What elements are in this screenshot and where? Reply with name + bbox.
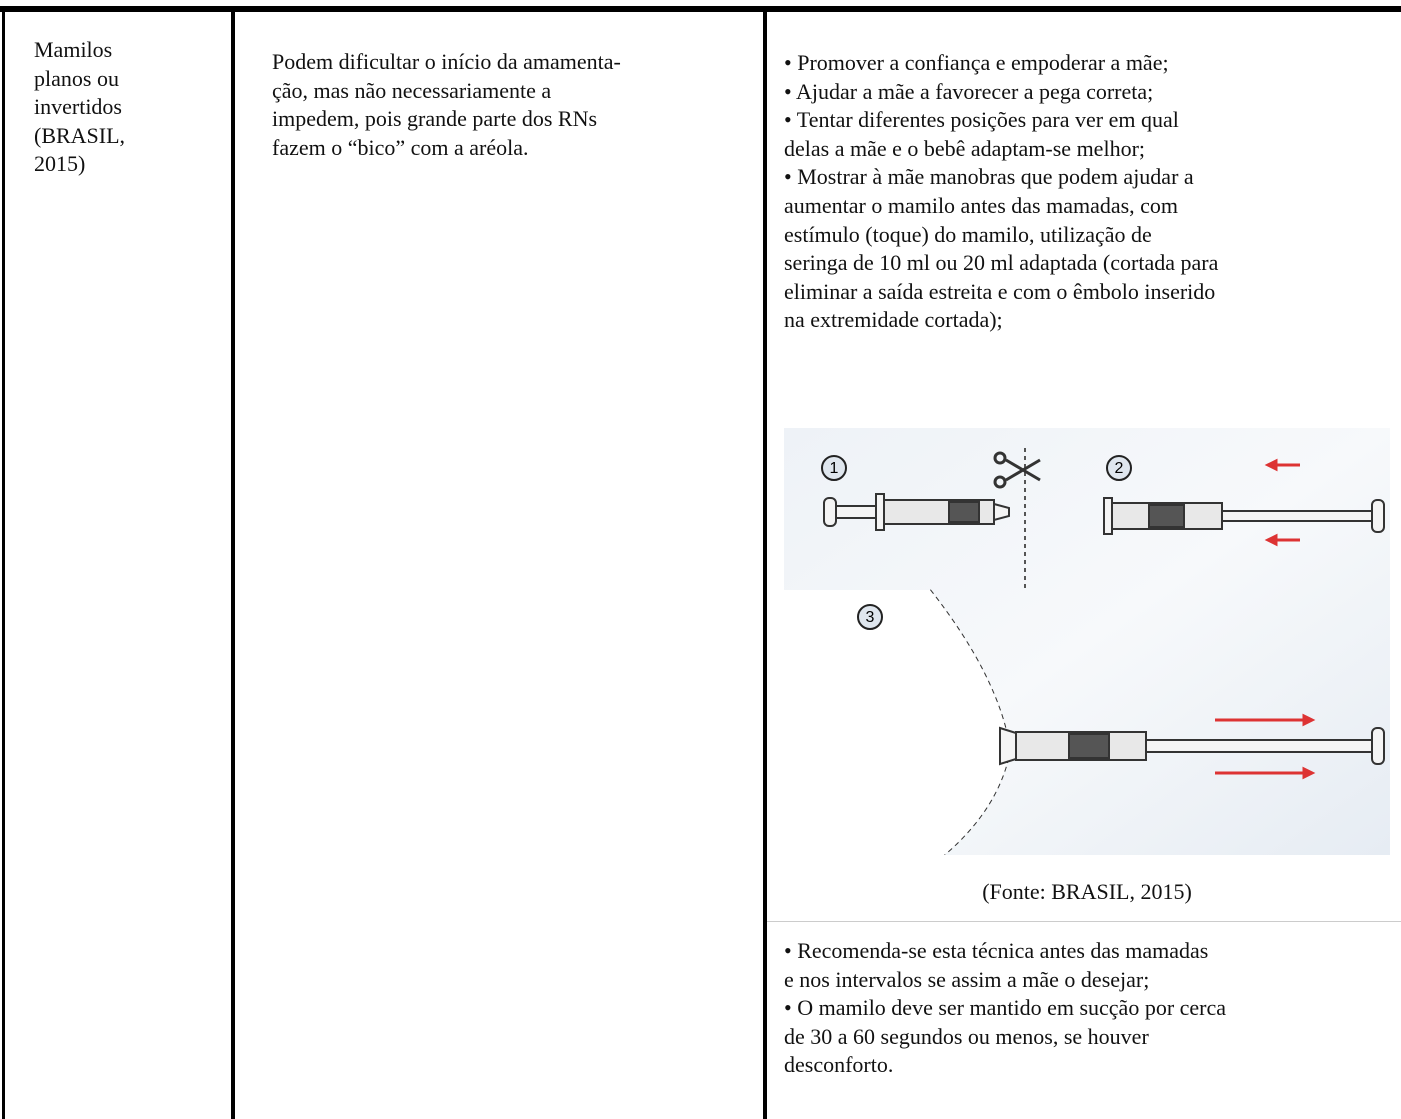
- figure-caption: (Fonte: BRASIL, 2015): [982, 879, 1192, 904]
- text-line: • Tentar diferentes posições para ver em…: [784, 107, 1179, 133]
- text-line: • Mostrar à mãe manobras que podem ajuda…: [784, 164, 1194, 190]
- text-line: 2015): [34, 151, 86, 177]
- text-line: • Promover a confiança e empoderar a mãe…: [784, 50, 1169, 75]
- text-line: seringa de 10 ml ou 20 ml adaptada (cort…: [784, 250, 1219, 276]
- text-line: e nos intervalos se assim a mãe o deseja…: [784, 966, 1150, 992]
- text-line: eliminar a saída estreita e com o êmbolo…: [784, 278, 1216, 304]
- text-line: impedem, pois grande parte dos RNs: [272, 106, 598, 132]
- text-line: fazem o “bico” com a aréola.: [272, 134, 529, 160]
- step-badge: [1106, 455, 1132, 481]
- separator: [767, 921, 1401, 922]
- text-line: ção, mas não necessariamente a: [272, 77, 552, 103]
- text-line: estímulo (toque) do mamilo, utilização d…: [784, 221, 1152, 247]
- text-line: Podem dificultar o início da amamenta-: [272, 49, 621, 74]
- text-line: invertidos: [34, 94, 122, 120]
- text-line: • Ajudar a mãe a favorecer a pega corret…: [784, 78, 1154, 104]
- step-number: 2: [1115, 460, 1124, 477]
- step-badge: [857, 604, 883, 630]
- step-number: 3: [866, 609, 875, 626]
- step-badge: [821, 455, 847, 481]
- column-divider: [231, 6, 235, 1119]
- text-line: • O mamilo deve ser mantido em sucção po…: [784, 995, 1227, 1021]
- text-line: desconforto.: [784, 1052, 894, 1078]
- text-line: (BRASIL,: [34, 122, 126, 148]
- top-border: [0, 6, 1401, 12]
- column-divider: [763, 6, 767, 1119]
- syringe-illustration: 1 2 3: [784, 428, 1390, 855]
- text-line: delas a mãe e o bebê adaptam-se melhor;: [784, 135, 1146, 161]
- step-number: 1: [830, 460, 839, 477]
- text-line: • Recomenda-se esta técnica antes das ma…: [784, 938, 1209, 963]
- text-line: Mamilos: [34, 37, 113, 62]
- text-line: na extremidade cortada);: [784, 307, 1003, 333]
- left-border: [2, 6, 5, 1119]
- text-line: de 30 a 60 segundos ou menos, se houver: [784, 1023, 1149, 1049]
- text-line: planos ou: [34, 65, 119, 91]
- text-line: aumentar o mamilo antes das mamadas, com: [784, 193, 1179, 218]
